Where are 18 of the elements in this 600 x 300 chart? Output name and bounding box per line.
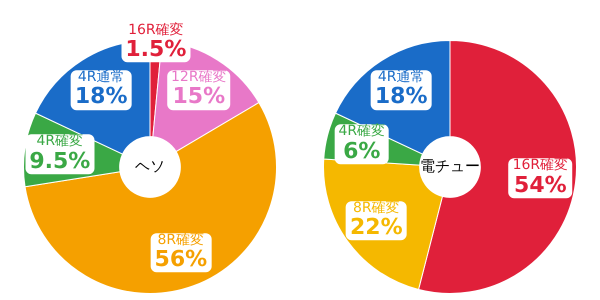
- data-label: 56%: [154, 247, 208, 272]
- slice-label: 16R確変: [127, 22, 185, 38]
- data-label: 6%: [342, 138, 382, 164]
- slice-label: 4R確変: [338, 124, 386, 140]
- data-label: 18%: [374, 84, 428, 110]
- data-label: 54%: [513, 173, 568, 198]
- slice-label: 8R確変: [352, 200, 401, 216]
- data-label: 9.5%: [29, 148, 90, 174]
- slice-label: 4R確変: [36, 133, 84, 150]
- slice-label: 16R確変: [512, 158, 568, 174]
- data-label: 1.5%: [125, 37, 186, 62]
- data-label: 15%: [171, 84, 226, 110]
- slice-label: 12R確変: [171, 69, 227, 86]
- text: 電チュー: [420, 156, 480, 175]
- text: ヘソ: [135, 156, 165, 175]
- slice-label: 8R確変: [156, 232, 206, 248]
- data-label: 18%: [74, 84, 128, 110]
- data-label: 22%: [350, 215, 403, 240]
